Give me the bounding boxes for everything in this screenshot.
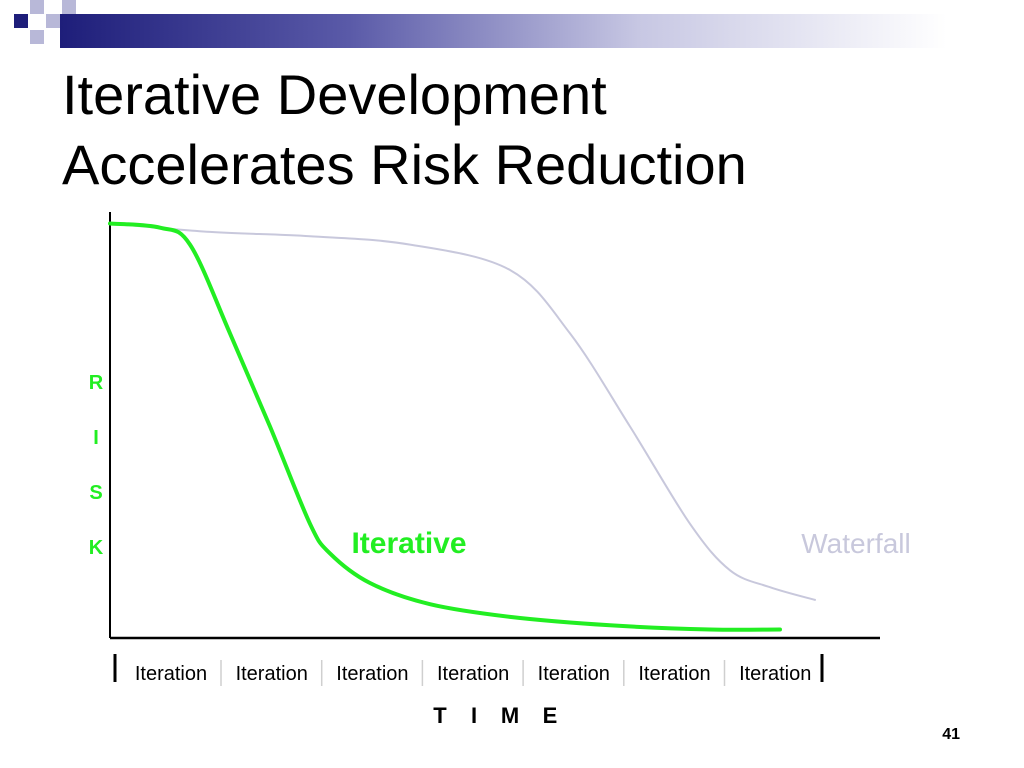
series-line-iterative — [108, 221, 782, 632]
x-axis-label-letter: T — [433, 703, 447, 728]
slide-title-line2: Accelerates Risk Reduction — [62, 133, 747, 196]
y-axis-label-letter: K — [89, 537, 104, 559]
y-axis-label-letter: R — [89, 372, 104, 394]
x-tick-label: Iteration — [538, 663, 610, 685]
x-axis-label-letter: E — [543, 703, 558, 728]
banner-gradient-bar — [60, 14, 1024, 48]
banner-square-dark — [14, 14, 28, 28]
banner-square-light — [30, 30, 44, 44]
x-tick-label: Iteration — [336, 663, 408, 685]
x-tick-label: Iteration — [437, 663, 509, 685]
page-number: 41 — [942, 726, 960, 743]
x-axis-label-letter: I — [471, 703, 477, 728]
x-tick-label: Iteration — [739, 663, 811, 685]
y-axis-label-letter: S — [89, 482, 102, 504]
slide-title: Iterative Development Accelerates Risk R… — [62, 60, 962, 200]
series-line-waterfall — [109, 222, 816, 601]
y-axis-label-letter: I — [93, 427, 99, 449]
series-label-iterative: Iterative — [351, 527, 466, 560]
banner-square-light — [30, 0, 44, 14]
banner-square-light — [46, 14, 60, 28]
banner-square-light — [62, 0, 76, 14]
slide-banner — [0, 0, 1024, 48]
slide-title-line1: Iterative Development — [62, 63, 607, 126]
x-tick-label: Iteration — [638, 663, 710, 685]
series-label-waterfall: Waterfall — [801, 528, 910, 559]
x-tick-label: Iteration — [135, 663, 207, 685]
x-tick-label: Iteration — [236, 663, 308, 685]
x-axis-label-letter: M — [501, 703, 519, 728]
